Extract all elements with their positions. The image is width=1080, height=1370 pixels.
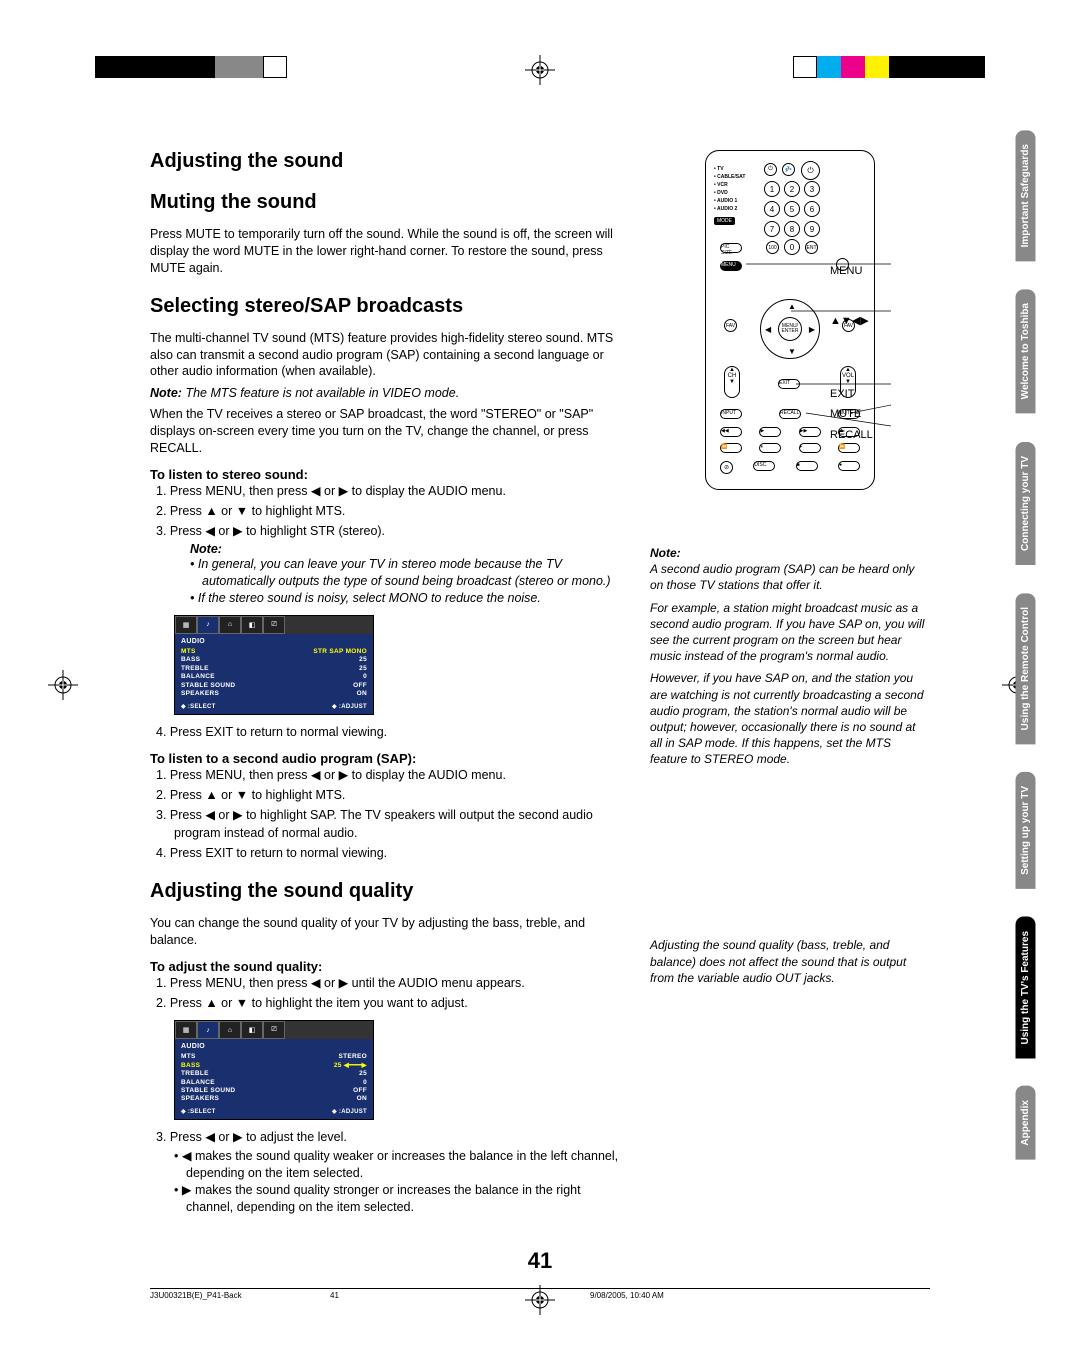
color-bar-left (95, 56, 287, 78)
selecting-p2: When the TV receives a stereo or SAP bro… (150, 406, 620, 457)
tab-appendix: Appendix (1016, 1086, 1036, 1160)
list-item: 4. Press EXIT to return to normal viewin… (174, 844, 620, 862)
tab-connecting: Connecting your TV (1016, 442, 1036, 565)
list-item: 2. Press ▲ or ▼ to highlight the item yo… (174, 994, 620, 1012)
audio-menu-screenshot: ▦♪⌂◧⎚ AUDIO MTSSTR SAP MONO BASS25 TREBL… (174, 615, 374, 715)
tab-setting-up: Setting up your TV (1016, 772, 1036, 889)
tab-safeguards: Important Safeguards (1016, 130, 1036, 261)
list-item: 1. Press MENU, then press ◀ or ▶ to disp… (174, 482, 620, 500)
quality-head: To adjust the sound quality: (150, 959, 620, 974)
list-item: 4. Press EXIT to return to normal viewin… (174, 723, 620, 741)
list-item: 3. Press ◀ or ▶ to adjust the level. (174, 1128, 620, 1146)
audio-menu-screenshot-2: ▦♪⌂◧⎚ AUDIO MTSSTEREO BASS25 ◀━━━▶ TREBL… (174, 1020, 374, 1120)
selecting-p1: The multi-channel TV sound (MTS) feature… (150, 330, 620, 381)
list-item: 1. Press MENU, then press ◀ or ▶ until t… (174, 974, 620, 992)
list-item: • ▶ makes the sound quality stronger or … (186, 1182, 620, 1216)
heading-quality: Adjusting the sound quality (150, 880, 620, 903)
selecting-note1: Note: The MTS feature is not available i… (150, 386, 620, 400)
sidebar-note: Note: A second audio program (SAP) can b… (650, 545, 930, 767)
stereo-head: To listen to stereo sound: (150, 467, 620, 482)
tab-welcome: Welcome to Toshiba (1016, 289, 1036, 413)
tab-remote: Using the Remote Control (1016, 593, 1036, 744)
list-item: 1. Press MENU, then press ◀ or ▶ to disp… (174, 766, 620, 784)
registration-mark-icon (48, 670, 78, 700)
registration-mark-icon (525, 55, 555, 85)
list-item: • ◀ makes the sound quality weaker or in… (186, 1148, 620, 1182)
print-footer: J3U00321B(E)_P41-Back 41 9/08/2005, 10:4… (150, 1288, 930, 1300)
list-item: 2. Press ▲ or ▼ to highlight MTS. (174, 502, 620, 520)
quality-body: You can change the sound quality of your… (150, 915, 620, 949)
heading-selecting: Selecting stereo/SAP broadcasts (150, 295, 620, 318)
chapter-tabs: Important Safeguards Welcome to Toshiba … (1016, 130, 1036, 1160)
list-item: 2. Press ▲ or ▼ to highlight MTS. (174, 786, 620, 804)
list-item: • In general, you can leave your TV in s… (202, 556, 620, 590)
note-label: Note: (190, 542, 620, 556)
remote-callout-labels: MENU ▲▼◀▶ EXIT MUTE RECALL (830, 258, 873, 448)
page-number: 41 (528, 1248, 552, 1274)
color-bar-right (793, 56, 985, 78)
heading-muting: Muting the sound (150, 191, 620, 214)
callout-lines (706, 151, 906, 491)
list-item: 3. Press ◀ or ▶ to highlight STR (stereo… (174, 522, 620, 540)
quality-side-note: Adjusting the sound quality (bass, trebl… (650, 937, 930, 986)
muting-body: Press MUTE to temporarily turn off the s… (150, 226, 620, 277)
heading-adjusting-sound: Adjusting the sound (150, 150, 620, 173)
tab-features: Using the TV's Features (1016, 917, 1036, 1059)
list-item: 3. Press ◀ or ▶ to highlight SAP. The TV… (174, 806, 620, 842)
list-item: • If the stereo sound is noisy, select M… (202, 590, 620, 607)
sap-head: To listen to a second audio program (SAP… (150, 751, 620, 766)
